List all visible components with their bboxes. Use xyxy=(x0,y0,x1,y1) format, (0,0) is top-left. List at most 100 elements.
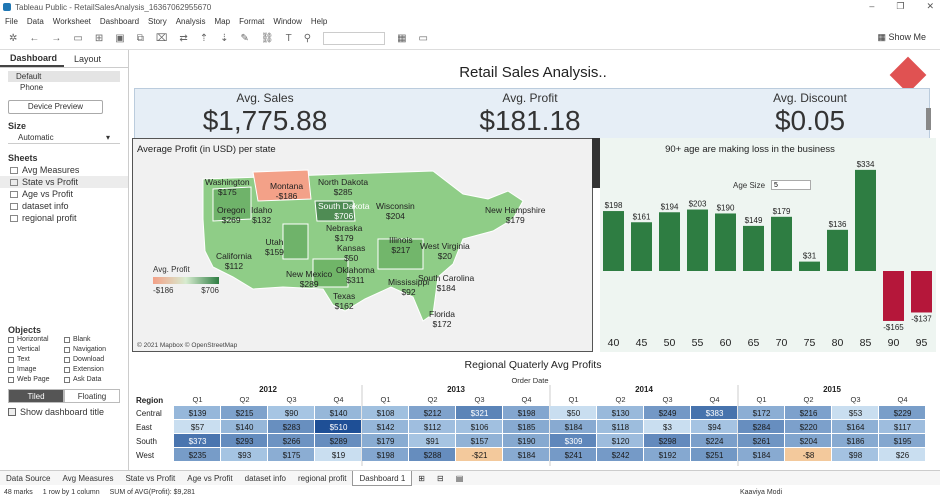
heat-cell[interactable] xyxy=(879,434,925,447)
tab-avg-measures[interactable]: Avg Measures xyxy=(62,473,114,483)
group-icon[interactable]: ⛓ xyxy=(260,33,274,44)
heat-cell[interactable] xyxy=(832,406,878,419)
swap-icon[interactable]: ⇄ xyxy=(179,33,188,44)
tiled-button[interactable]: Tiled xyxy=(8,389,64,403)
heat-cell[interactable] xyxy=(644,448,690,461)
tableau-icon[interactable]: ✲ xyxy=(9,33,18,44)
heat-cell[interactable] xyxy=(456,448,502,461)
heat-cell[interactable] xyxy=(174,434,220,447)
age-size-input[interactable] xyxy=(771,180,812,190)
sheet-item[interactable]: regional profit xyxy=(0,212,128,224)
heat-cell[interactable] xyxy=(174,406,220,419)
heat-cell[interactable] xyxy=(644,406,690,419)
heat-cell[interactable] xyxy=(503,448,549,461)
chart-icon[interactable]: ▦ xyxy=(397,33,407,44)
new-story-icon[interactable]: ▤ xyxy=(455,473,464,483)
undo-icon[interactable]: ← xyxy=(29,33,40,44)
heat-cell[interactable] xyxy=(738,448,784,461)
heat-cell[interactable] xyxy=(409,406,455,419)
device-default[interactable]: Default xyxy=(8,71,120,82)
minimize-icon[interactable]: – xyxy=(869,1,875,11)
heat-cell[interactable] xyxy=(409,434,455,447)
show-title-checkbox[interactable]: Show dashboard title xyxy=(0,403,128,421)
menu-map[interactable]: Map xyxy=(214,16,231,26)
tab-dataset-info[interactable]: dataset info xyxy=(244,473,286,483)
heat-cell[interactable] xyxy=(597,420,643,433)
heat-cell[interactable] xyxy=(315,420,361,433)
age-bar[interactable] xyxy=(715,213,736,271)
presentation-icon[interactable]: ▭ xyxy=(418,33,428,44)
tab-regional-profit[interactable]: regional profit xyxy=(298,473,347,483)
sort-asc-icon[interactable]: ⇡ xyxy=(199,33,209,44)
heat-cell[interactable] xyxy=(644,420,690,433)
tab-dashboard[interactable]: Dashboard xyxy=(0,50,64,67)
heat-cell[interactable] xyxy=(550,406,596,419)
heat-cell[interactable] xyxy=(456,434,502,447)
heat-cell[interactable] xyxy=(691,448,737,461)
age-bar[interactable] xyxy=(603,211,624,271)
heat-cell[interactable] xyxy=(832,448,878,461)
heat-cell[interactable] xyxy=(879,448,925,461)
heat-cell[interactable] xyxy=(362,420,408,433)
age-bar[interactable] xyxy=(771,216,792,271)
tab-data-source[interactable]: Data Source xyxy=(6,473,51,483)
pin-icon[interactable]: ⚲ xyxy=(303,33,312,44)
heat-cell[interactable] xyxy=(221,434,267,447)
age-bar[interactable] xyxy=(659,212,680,271)
object-item[interactable]: Image xyxy=(8,366,64,373)
new-sheet-icon[interactable]: ⊞ xyxy=(418,473,425,483)
object-item[interactable]: Extension xyxy=(64,366,120,373)
sheet-item[interactable]: Avg Measures xyxy=(0,164,128,176)
age-bar[interactable] xyxy=(687,209,708,271)
heat-cell[interactable] xyxy=(268,420,314,433)
kpi-panel[interactable]: Avg. Sales $1,775.88 Avg. Profit $181.18… xyxy=(134,88,930,142)
sort-desc-icon[interactable]: ⇣ xyxy=(220,33,229,44)
heat-cell[interactable] xyxy=(785,448,831,461)
heat-cell[interactable] xyxy=(315,406,361,419)
new-sheet-icon[interactable]: ▣ xyxy=(115,33,125,44)
user-name[interactable]: Kaaviya Modi xyxy=(740,488,783,496)
device-preview-button[interactable]: Device Preview xyxy=(8,100,103,114)
object-item[interactable]: Web Page xyxy=(8,376,64,383)
heat-cell[interactable] xyxy=(409,420,455,433)
heat-cell[interactable] xyxy=(691,420,737,433)
heat-cell[interactable] xyxy=(503,406,549,419)
heat-cell[interactable] xyxy=(738,434,784,447)
age-bar[interactable] xyxy=(743,225,764,271)
heat-cell[interactable] xyxy=(550,420,596,433)
heat-cell[interactable] xyxy=(597,448,643,461)
restore-icon[interactable]: ❐ xyxy=(896,1,905,11)
heat-cell[interactable] xyxy=(362,406,408,419)
age-bar[interactable] xyxy=(855,169,876,271)
object-item[interactable]: Vertical xyxy=(8,346,64,353)
age-bar[interactable] xyxy=(911,271,932,313)
show-me-button[interactable]: ▦ Show Me xyxy=(877,32,926,42)
close-icon[interactable]: ✕ xyxy=(926,1,934,11)
kpi-scrollbar[interactable] xyxy=(926,108,931,130)
heat-cell[interactable] xyxy=(691,406,737,419)
heat-cell[interactable] xyxy=(879,406,925,419)
new-dashboard-icon[interactable]: ⊟ xyxy=(437,473,444,483)
menu-format[interactable]: Format xyxy=(239,16,265,26)
tab-layout[interactable]: Layout xyxy=(74,53,102,64)
heat-cell[interactable] xyxy=(315,434,361,447)
menu-story[interactable]: Story xyxy=(148,16,167,26)
map-toolbar[interactable] xyxy=(592,138,601,188)
clear-icon[interactable]: ⌧ xyxy=(155,33,168,44)
heat-cell[interactable] xyxy=(832,434,878,447)
heat-cell[interactable] xyxy=(362,448,408,461)
size-dropdown[interactable]: Automatic ▾ xyxy=(8,132,120,144)
menu-data[interactable]: Data xyxy=(26,16,44,26)
age-bar[interactable] xyxy=(799,261,820,271)
heat-cell[interactable] xyxy=(597,406,643,419)
tab-dashboard-1[interactable]: Dashboard 1 xyxy=(352,470,413,486)
heat-cell[interactable] xyxy=(456,406,502,419)
heat-cell[interactable] xyxy=(879,420,925,433)
menu-window[interactable]: Window xyxy=(273,16,302,26)
heat-cell[interactable] xyxy=(456,420,502,433)
regional-table[interactable]: Order Date 2012 2013 2014 2015 Q1 Q2 Q3 Q4 Q1 Q2 Q3… xyxy=(134,376,926,466)
sheet-item[interactable]: Age vs Profit xyxy=(0,188,128,200)
age-bar[interactable] xyxy=(883,271,904,321)
heat-cell[interactable] xyxy=(503,434,549,447)
heat-cell[interactable] xyxy=(174,420,220,433)
